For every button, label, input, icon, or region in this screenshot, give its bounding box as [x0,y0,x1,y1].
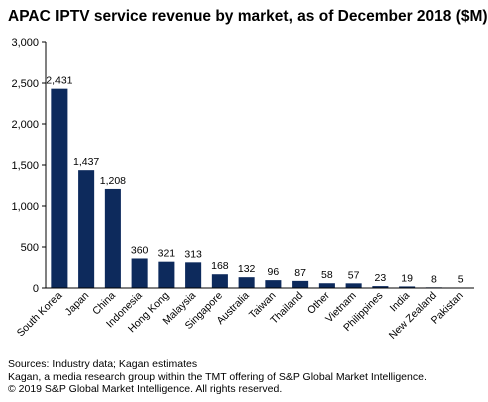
publisher-note: Kagan, a media research group within the… [8,370,427,383]
data-label: 5 [458,274,464,286]
bar [51,88,68,288]
data-label: 23 [375,272,387,284]
data-label: 2,431 [46,75,72,87]
x-tick-label: South Korea [15,290,65,340]
y-tick-label: 500 [21,242,39,254]
bar [211,274,228,288]
bar [238,277,255,288]
copyright-note: © 2019 S&P Global Market Intelligence. A… [8,383,283,395]
bar [292,280,309,288]
chart-title: APAC IPTV service revenue by market, as … [8,8,488,25]
source-note: Sources: Industry data; Kagan estimates [8,358,198,370]
bar-chart: 0 500 1,000 1,500 2,000 2,500 3,000 2,431 1,437… [11,37,474,342]
y-tick-label: 0 [33,283,39,295]
data-label: 321 [158,248,176,260]
y-axis: 0 500 1,000 1,500 2,000 2,500 3,000 [11,37,47,295]
bar [104,188,121,288]
data-label: 132 [238,263,256,275]
data-label: 1,208 [100,175,126,187]
y-tick-label: 3,000 [11,37,39,49]
bar [78,170,95,288]
y-tick-label: 2,500 [11,78,39,90]
x-tick-label: Japan [63,290,92,319]
y-tick-label: 2,000 [11,119,39,131]
bar [399,286,416,288]
data-label: 19 [401,272,413,284]
chart-footer: Sources: Industry data; Kagan estimates … [8,358,427,396]
y-tick-label: 1,500 [11,160,39,172]
data-label: 57 [348,269,360,281]
data-label: 58 [321,269,333,281]
bar [158,261,175,288]
data-label: 87 [294,267,306,279]
bar [345,283,362,288]
bar [265,280,282,288]
data-label: 168 [211,260,229,272]
bar [372,286,389,288]
bar [185,262,202,288]
data-label: 1,437 [73,156,99,168]
bar [318,283,335,288]
bar [131,258,148,288]
data-label: 313 [184,248,202,260]
y-tick-label: 1,000 [11,201,39,213]
data-label: 8 [431,273,437,285]
data-label: 360 [131,244,149,256]
data-label: 96 [268,266,280,278]
